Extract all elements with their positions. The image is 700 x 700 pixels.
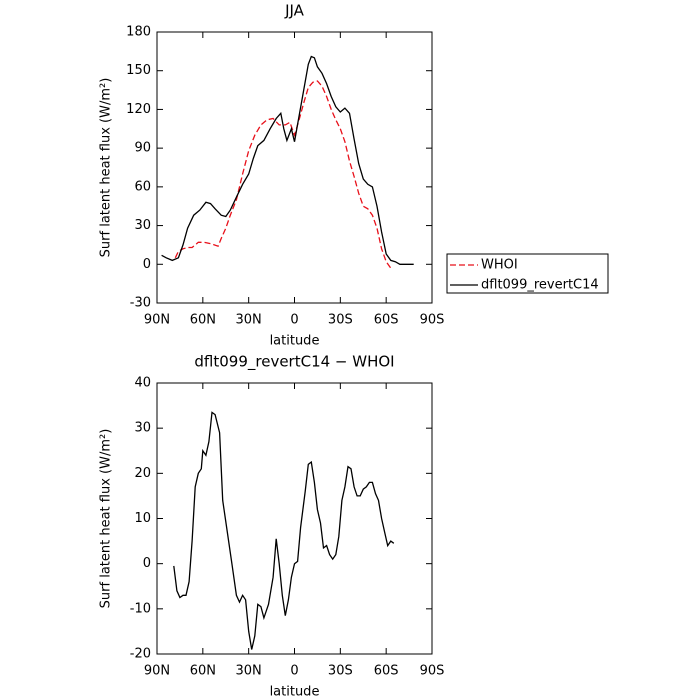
x-tick-label: 30S	[328, 313, 353, 328]
x-tick-label: 90N	[144, 664, 170, 679]
y-tick-label: -20	[130, 647, 151, 662]
y-tick-label: -10	[130, 601, 151, 616]
y-tick-label: 20	[134, 466, 151, 481]
x-tick-label: 0	[290, 313, 298, 328]
x-tick-label: 90N	[144, 313, 170, 328]
x-tick-label: 90S	[420, 664, 445, 679]
chart-title: JJA	[284, 2, 305, 20]
y-tick-label: 90	[134, 141, 151, 156]
y-axis-label: Surf latent heat flux (W/m²)	[99, 78, 114, 258]
y-tick-label: 180	[126, 25, 151, 40]
legend-label: dflt099_revertC14	[481, 278, 599, 293]
x-tick-label: 60S	[374, 664, 399, 679]
y-tick-label: 0	[143, 257, 151, 272]
x-axis-label: latitude	[270, 334, 320, 349]
x-tick-label: 0	[290, 664, 298, 679]
y-tick-label: 0	[143, 556, 151, 571]
y-tick-label: -30	[130, 296, 151, 311]
y-tick-label: 150	[126, 63, 151, 78]
chart-title: dflt099_revertC14 − WHOI	[194, 353, 394, 372]
data-line	[173, 411, 395, 650]
x-tick-label: 60N	[190, 664, 216, 679]
y-axis-label: Surf latent heat flux (W/m²)	[99, 429, 114, 609]
data-line	[174, 80, 392, 269]
x-tick-label: 30N	[236, 313, 262, 328]
legend-box	[446, 253, 609, 294]
legend-label: WHOI	[481, 258, 518, 273]
plot-frame	[156, 382, 433, 655]
y-tick-label: 40	[134, 376, 151, 391]
y-tick-label: 120	[126, 102, 151, 117]
data-line	[161, 55, 414, 265]
plot-frame	[156, 31, 433, 304]
y-tick-label: 60	[134, 179, 151, 194]
y-tick-label: 30	[134, 218, 151, 233]
y-tick-label: 10	[134, 511, 151, 526]
x-tick-label: 30S	[328, 664, 353, 679]
x-tick-label: 60N	[190, 313, 216, 328]
x-tick-label: 60S	[374, 313, 399, 328]
x-tick-label: 90S	[420, 313, 445, 328]
x-axis-label: latitude	[270, 685, 320, 700]
x-tick-label: 30N	[236, 664, 262, 679]
y-tick-label: 30	[134, 421, 151, 436]
